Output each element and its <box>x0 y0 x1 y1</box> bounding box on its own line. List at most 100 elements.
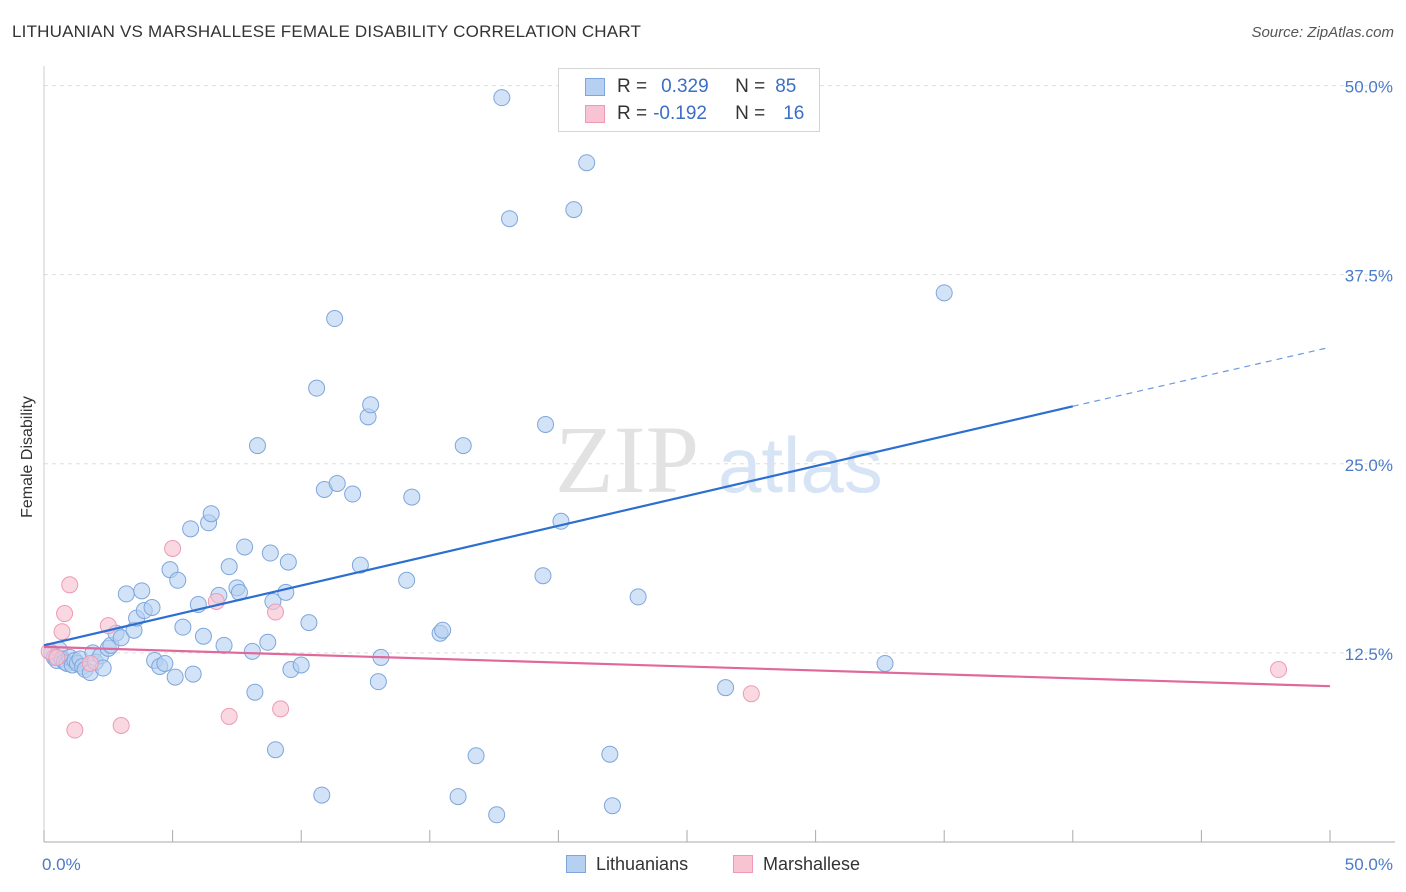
y-tick-label: 12.5% <box>1345 645 1393 664</box>
watermark: ZIP atlas <box>555 406 883 513</box>
trend-lines <box>43 346 1331 688</box>
y-tick-label: 37.5% <box>1345 267 1393 286</box>
source-credit: Source: ZipAtlas.com <box>1251 24 1394 41</box>
lithuanians-point <box>493 89 511 107</box>
lithuanians-point <box>143 599 161 617</box>
lithuanians-point <box>266 741 284 759</box>
axes <box>43 66 1395 843</box>
gridlines <box>44 85 1395 654</box>
bottom-swatch-pink <box>733 855 753 873</box>
marshallese-point <box>164 540 182 558</box>
lithuanians-point <box>467 747 485 765</box>
lithuanians-point <box>156 654 174 672</box>
legend-n-label: N = <box>735 103 766 124</box>
lithuanians-point <box>248 437 266 455</box>
lithuanians-point <box>935 284 953 302</box>
lithuanians-point <box>300 614 318 632</box>
x-tick-label: 0.0% <box>42 855 81 874</box>
lithuanians-point <box>174 618 192 636</box>
lithuanians-point <box>344 485 362 503</box>
lithuanians-trend-extension <box>1072 346 1331 407</box>
legend-r-label: R = <box>617 103 648 124</box>
lithuanians-point <box>603 797 621 815</box>
bottom-legend-label: Lithuanians <box>596 853 689 874</box>
lithuanians-point <box>243 642 261 660</box>
lithuanians-point <box>236 538 254 556</box>
legend-r-value: 0.329 <box>661 76 709 97</box>
lithuanians-point <box>313 786 331 804</box>
y-tick-label: 25.0% <box>1345 456 1393 475</box>
lithuanians-point <box>434 621 452 639</box>
lithuanians-point <box>308 379 326 397</box>
lithuanians-point <box>578 154 596 172</box>
lithuanians-point <box>629 588 647 606</box>
marshallese-trend-line <box>43 645 1331 688</box>
marshallese-point <box>742 685 760 703</box>
lithuanians-point <box>326 310 344 328</box>
legend-r-value: -0.192 <box>653 103 707 124</box>
bottom-legend-label: Marshallese <box>763 853 861 874</box>
legend-n-value: 85 <box>775 76 797 97</box>
marshallese-point <box>48 648 66 666</box>
lithuanians-point <box>220 558 238 576</box>
lithuanians-point <box>449 788 467 806</box>
marshallese-point <box>56 605 74 623</box>
lithuanians-point <box>292 656 310 674</box>
lithuanians-point <box>246 683 264 701</box>
lithuanians-point <box>717 679 735 697</box>
lithuanians-point <box>488 806 506 824</box>
legend-swatch-pink <box>585 105 605 123</box>
correlation-legend: R = 0.329 N = 85 R = -0.192 N = 16 <box>558 68 820 132</box>
lithuanians-point <box>261 544 279 562</box>
marshallese-point <box>112 717 130 735</box>
tick-labels: 12.5% 25.0% 37.5% 50.0% 0.0% 50.0% <box>42 78 1393 874</box>
lithuanians-point <box>169 571 187 589</box>
lithuanians-point <box>501 210 519 228</box>
legend-swatch-blue <box>585 78 605 96</box>
lithuanians-point <box>454 437 472 455</box>
y-tick-label: 50.0% <box>1345 78 1393 97</box>
legend-n-value: 16 <box>783 103 805 124</box>
marshallese-point <box>61 576 79 594</box>
bottom-legend-lithuanians: Lithuanians <box>566 852 688 876</box>
lithuanians-point <box>351 556 369 574</box>
lithuanians-trend-line <box>43 405 1074 647</box>
lithuanians-point <box>133 582 151 600</box>
lithuanians-point <box>202 505 220 523</box>
lithuanians-point <box>369 673 387 691</box>
legend-r-label: R = <box>617 76 648 97</box>
lithuanians-point <box>279 553 297 571</box>
legend-row-marshallese: R = -0.192 N = 16 <box>585 102 804 126</box>
lithuanians-point <box>403 488 421 506</box>
lithuanians-point <box>398 571 416 589</box>
lithuanians-point <box>182 520 200 538</box>
lithuanians-point <box>112 629 130 647</box>
lithuanians-point <box>565 201 583 219</box>
marshallese-point <box>1270 661 1288 679</box>
x-tick-label: 50.0% <box>1345 855 1393 874</box>
marshallese-point <box>81 654 99 672</box>
marshallese-point <box>53 623 71 641</box>
lithuanians-point <box>194 627 212 645</box>
marshallese-points <box>40 540 1288 739</box>
lithuanians-point <box>259 633 277 651</box>
lithuanians-point <box>328 474 346 492</box>
watermark-zip: ZIP <box>555 406 699 513</box>
lithuanians-point <box>601 745 619 763</box>
chart-title: LITHUANIAN VS MARSHALLESE FEMALE DISABIL… <box>12 22 642 41</box>
lithuanians-point <box>117 585 135 603</box>
lithuanians-point <box>534 567 552 585</box>
bottom-legend-marshallese: Marshallese <box>733 852 860 876</box>
lithuanians-point <box>362 396 380 414</box>
marshallese-point <box>266 603 284 621</box>
lithuanians-point <box>215 636 233 654</box>
marshallese-point <box>272 700 290 718</box>
bottom-swatch-blue <box>566 855 586 873</box>
lithuanians-point <box>876 654 894 672</box>
lithuanians-point <box>166 668 184 686</box>
lithuanians-point <box>537 415 555 433</box>
marshallese-point <box>220 707 238 725</box>
lithuanians-point <box>184 665 202 683</box>
legend-n-label: N = <box>735 76 766 97</box>
